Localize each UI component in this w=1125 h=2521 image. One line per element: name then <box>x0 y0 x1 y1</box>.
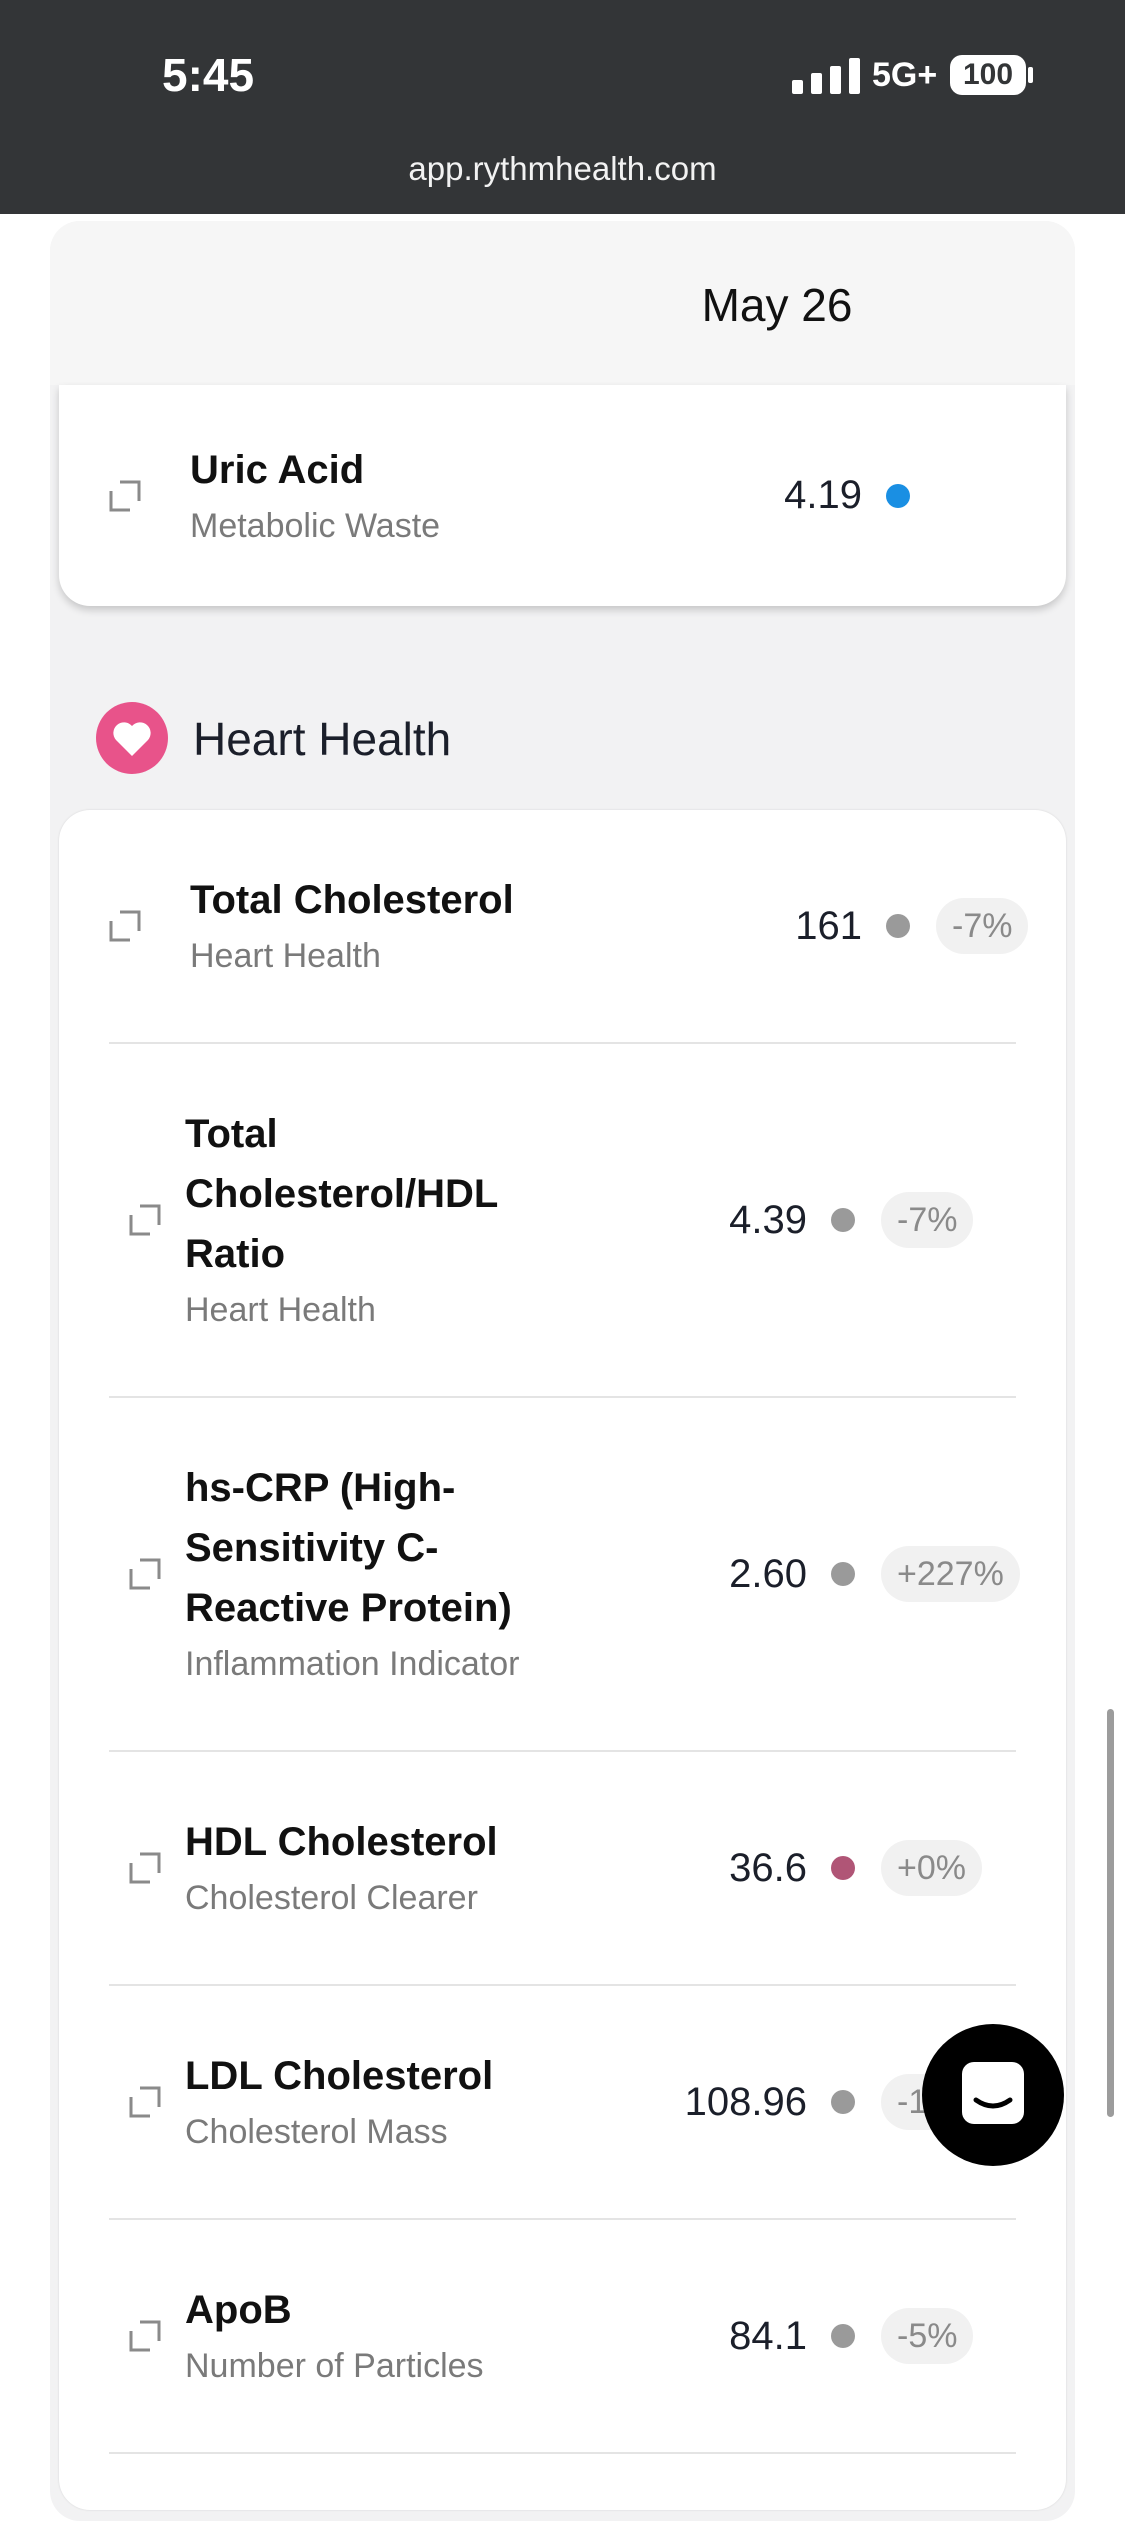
metric-name: ApoB <box>185 2288 292 2332</box>
metric-category: Cholesterol Clearer <box>185 1879 478 1917</box>
metric-name: HDL Cholesterol <box>185 1820 498 1864</box>
metric-row[interactable]: Total Cholesterol/HDL Ratio Heart Health 4… <box>109 1042 1016 1396</box>
metric-row[interactable]: HDL Cholesterol Cholesterol Clearer 36.6 +0… <box>109 1750 1016 1984</box>
metric-row[interactable]: Total Cholesterol Heart Health 161 -7% <box>59 810 1066 1042</box>
heart-icon <box>113 722 151 756</box>
url[interactable]: app.rythmhealth.com <box>408 150 717 187</box>
section-title: Heart Health <box>193 713 452 765</box>
change-badge: -7% <box>936 898 1029 954</box>
expand-glyph <box>129 1204 160 1236</box>
metric-value: 161 <box>795 903 862 948</box>
status-dot <box>831 2090 855 2114</box>
metric-category: Number of Particles <box>185 2347 484 2385</box>
battery: 100 <box>950 55 1026 95</box>
chat-button[interactable] <box>922 2024 1064 2166</box>
metric-text: Total Cholesterol Heart Health <box>190 870 562 982</box>
metric-value: 108.96 <box>684 2079 807 2124</box>
change-badge: +227% <box>881 1546 1020 1602</box>
expand-icon <box>104 1203 185 1237</box>
expand-glyph <box>109 910 140 942</box>
scrollbar <box>1107 1709 1114 2117</box>
status-dot <box>831 1562 855 1586</box>
expand-glyph <box>129 2086 160 2118</box>
metric-text: ApoB Number of Particles <box>185 2280 557 2392</box>
network: 5G+ <box>872 56 938 94</box>
metric-value: 2.60 <box>729 1551 807 1596</box>
clock: 5:45 <box>162 49 255 101</box>
change-badge: -5% <box>881 2308 974 2364</box>
metric-category: Metabolic Waste <box>190 506 441 545</box>
expand-icon <box>104 1851 185 1885</box>
expand-icon <box>104 2085 185 2119</box>
section-icon <box>96 702 168 774</box>
metric-value: 84.1 <box>729 2313 807 2358</box>
metric-name: hs-CRP (High-Sensitivity C-Reactive Prot… <box>185 1466 512 1630</box>
change-badge: +0% <box>881 1840 982 1896</box>
divider <box>109 2452 1016 2454</box>
metric-category: Cholesterol Mass <box>185 2113 448 2151</box>
expand-glyph <box>129 1558 160 1590</box>
metric-value: 4.39 <box>729 1197 807 1242</box>
metric-text: Uric Acid Metabolic Waste <box>190 440 562 552</box>
card: Uric Acid Metabolic Waste 4.19 <box>59 385 1066 606</box>
expand-icon <box>104 1557 185 1591</box>
metric-category: Heart Health <box>185 1291 376 1329</box>
metric-name: LDL Cholesterol <box>185 2054 494 2098</box>
status-dot <box>886 914 910 938</box>
change-badge: -7% <box>881 1192 974 1248</box>
expand-glyph <box>129 2320 160 2352</box>
metric-text: LDL Cholesterol Cholesterol Mass <box>185 2046 557 2158</box>
header <box>50 221 1075 385</box>
metric-text: hs-CRP (High-Sensitivity C-Reactive Prot… <box>185 1458 557 1690</box>
metric-name: Total Cholesterol/HDL Ratio <box>185 1112 498 1276</box>
metric-value: 36.6 <box>729 1845 807 1890</box>
status-bar: 5:45 5G+ 100 app.rythmhealth.com <box>0 0 1125 214</box>
metric-value: 4.19 <box>784 473 862 517</box>
metric-text: HDL Cholesterol Cholesterol Clearer <box>185 1812 557 1924</box>
status-dot <box>831 1208 855 1232</box>
status-dot <box>831 2324 855 2348</box>
signal-icon <box>792 58 860 94</box>
metric-row[interactable]: hs-CRP (High-Sensitivity C-Reactive Prot… <box>109 1396 1020 1750</box>
chat-icon <box>962 2062 1024 2124</box>
metric-category: Heart Health <box>190 937 381 975</box>
metric-row[interactable]: ApoB Number of Particles 84.1 -5% <box>109 2218 1016 2452</box>
metric-name: Total Cholesterol <box>190 878 514 922</box>
expand-icon <box>59 909 190 943</box>
expand-icon <box>59 479 190 513</box>
metric-text: Total Cholesterol/HDL Ratio Heart Health <box>185 1104 557 1336</box>
status-dot <box>831 1856 855 1880</box>
expand-glyph <box>129 1852 160 1884</box>
status-dot <box>886 483 910 508</box>
metric-name: Uric Acid <box>190 447 365 492</box>
battery-tip <box>1028 67 1033 83</box>
card: Total Cholesterol Heart Health 161 -7% Total… <box>59 810 1066 2510</box>
expand-icon <box>104 2319 185 2353</box>
metric-category: Inflammation Indicator <box>185 1645 520 1683</box>
expand-glyph <box>109 480 140 511</box>
metric-row[interactable]: Uric Acid Metabolic Waste 4.19 <box>59 440 1066 552</box>
date: May 26 <box>701 279 853 331</box>
